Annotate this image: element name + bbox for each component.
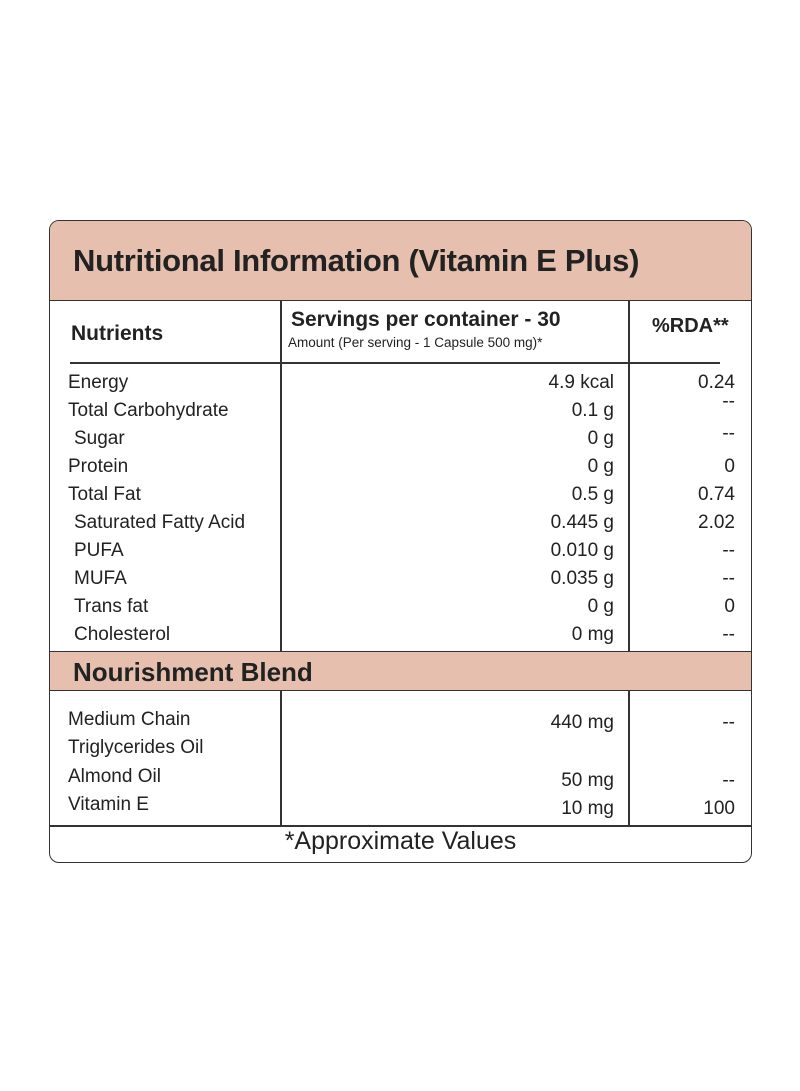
row-amount: 0.5 g [571, 484, 614, 505]
row-rda: 0 [724, 596, 735, 617]
header-amount: Amount (Per serving - 1 Capsule 500 mg)* [288, 335, 543, 350]
header-underline [70, 362, 720, 364]
header-rda: %RDA** [652, 315, 729, 337]
blend-row-amount: 10 mg [561, 798, 614, 819]
row-name: PUFA [74, 540, 124, 561]
footer-note: *Approximate Values [284, 827, 517, 855]
row-amount: 0.010 g [550, 540, 614, 561]
row-rda: -- [722, 423, 735, 444]
blend-row-rda: -- [722, 770, 735, 791]
row-amount: 0 mg [571, 624, 614, 645]
column-divider-1-blend [280, 691, 282, 825]
row-name: Protein [68, 456, 129, 477]
blend-row-amount: 440 mg [550, 712, 614, 733]
row-amount: 0.1 g [571, 400, 614, 421]
row-rda: 0.24 [698, 372, 735, 393]
row-name: Energy [68, 372, 129, 393]
column-divider-1 [280, 301, 282, 651]
row-amount: 0 g [587, 456, 614, 477]
blend-row-rda: 100 [703, 798, 735, 819]
row-name: Total Carbohydrate [68, 400, 229, 421]
column-divider-2 [628, 301, 630, 651]
row-name: Total Fat [68, 484, 141, 505]
blend-row-rda: -- [722, 712, 735, 733]
row-name: Saturated Fatty Acid [74, 512, 246, 533]
blend-header: Nourishment Blend [50, 651, 751, 691]
footer-divider [50, 825, 751, 827]
blend-row-name: Almond Oil [68, 766, 161, 787]
row-amount: 0.445 g [550, 512, 614, 533]
row-rda: -- [722, 391, 735, 412]
row-name: Sugar [74, 428, 125, 449]
blend-title: Nourishment Blend [73, 657, 313, 687]
nutrition-panel: Nutritional Information (Vitamin E Plus)… [49, 220, 752, 863]
column-divider-2-blend [628, 691, 630, 825]
row-rda: 0.74 [698, 484, 735, 505]
header-servings: Servings per container - 30 [291, 308, 561, 331]
row-rda: 0 [724, 456, 735, 477]
row-amount: 0.035 g [550, 568, 614, 589]
row-name: Trans fat [74, 596, 149, 617]
title-bar: Nutritional Information (Vitamin E Plus) [50, 221, 751, 301]
row-amount: 4.9 kcal [548, 372, 614, 393]
blend-row-name: Medium Chain [68, 709, 191, 730]
panel-title: Nutritional Information (Vitamin E Plus) [73, 243, 640, 278]
row-name: MUFA [74, 568, 127, 589]
header-nutrients: Nutrients [71, 322, 164, 345]
row-rda: 2.02 [698, 512, 735, 533]
blend-row-name-cont: Triglycerides Oil [68, 737, 204, 758]
row-amount: 0 g [587, 428, 614, 449]
row-amount: 0 g [587, 596, 614, 617]
row-rda: -- [722, 540, 735, 561]
row-name: Cholesterol [74, 624, 171, 645]
blend-row-amount: 50 mg [561, 770, 614, 791]
blend-row-name: Vitamin E [68, 794, 149, 815]
row-rda: -- [722, 624, 735, 645]
row-rda: -- [722, 568, 735, 589]
